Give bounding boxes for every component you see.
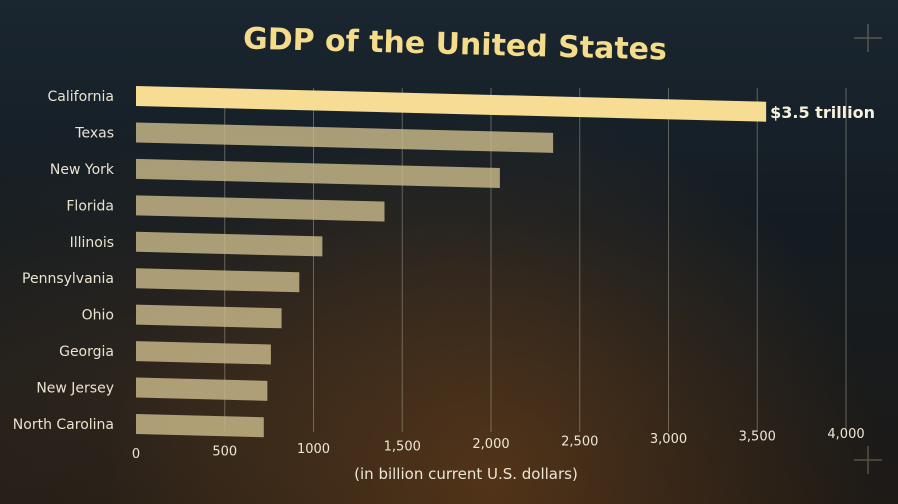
category-label: Georgia xyxy=(59,344,114,360)
background-decoration xyxy=(854,24,882,474)
data-label: $3.5 trillion xyxy=(770,103,875,122)
bar-north-carolina xyxy=(136,414,264,438)
bar-new-york xyxy=(136,158,500,188)
crosshair-icon xyxy=(854,24,882,52)
x-tick-label: 0 xyxy=(132,447,140,462)
category-label: California xyxy=(48,89,114,105)
x-tick-label: 4,000 xyxy=(827,427,864,442)
x-tick-label: 1000 xyxy=(297,442,330,457)
category-labels: California Texas New York Florida Illinois Pe… xyxy=(13,89,115,433)
x-tick-label: 3,000 xyxy=(650,432,687,447)
x-tick-label: 3,500 xyxy=(739,430,776,445)
category-label: Pennsylvania xyxy=(22,271,114,287)
category-label: Texas xyxy=(74,125,114,141)
chart-title: GDP of the United States xyxy=(243,21,668,67)
bar-texas xyxy=(136,122,554,153)
x-tick-label: 2,500 xyxy=(561,435,598,450)
x-tick-label: 1,500 xyxy=(384,440,421,455)
bar-illinois xyxy=(136,231,323,257)
category-label: North Carolina xyxy=(13,417,114,433)
crosshair-icon xyxy=(854,446,882,474)
bar-pennsylvania xyxy=(136,268,300,293)
bar-california xyxy=(136,86,767,122)
bar-florida xyxy=(136,195,385,222)
x-axis-label: (in billion current U.S. dollars) xyxy=(354,465,578,483)
bar-new-jersey xyxy=(136,377,268,401)
category-label: Ohio xyxy=(82,308,114,324)
data-labels: $3.5 trillion xyxy=(770,103,875,122)
x-tick-label: 500 xyxy=(212,445,237,460)
category-label: Florida xyxy=(66,198,114,214)
category-label: New York xyxy=(50,162,115,178)
category-label: Illinois xyxy=(70,235,114,251)
x-tick-labels: 0 500 1000 1,500 2,000 2,500 3,000 3,500 4,000 xyxy=(132,427,865,462)
bar-ohio xyxy=(136,304,282,329)
bar-georgia xyxy=(136,341,271,365)
category-label: New Jersey xyxy=(36,381,114,397)
x-tick-label: 2,000 xyxy=(472,437,509,452)
bars-group xyxy=(136,86,767,438)
